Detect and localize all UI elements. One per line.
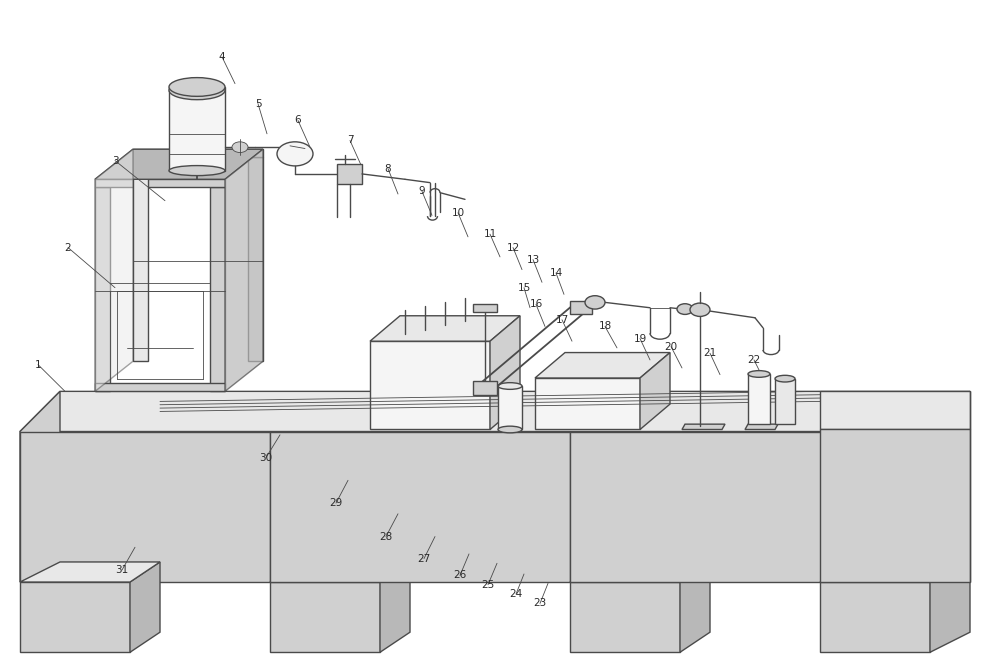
Polygon shape: [95, 179, 225, 187]
Circle shape: [585, 296, 605, 309]
Text: 15: 15: [517, 283, 531, 292]
Text: 5: 5: [255, 99, 261, 108]
Ellipse shape: [498, 383, 522, 389]
Bar: [748, 374, 770, 424]
Text: 18: 18: [598, 322, 612, 331]
Ellipse shape: [748, 371, 770, 377]
Text: 30: 30: [259, 453, 273, 462]
Polygon shape: [130, 562, 160, 652]
Polygon shape: [20, 432, 270, 582]
Text: 14: 14: [549, 268, 563, 278]
Text: 10: 10: [451, 208, 465, 217]
Polygon shape: [820, 391, 970, 429]
Text: 22: 22: [747, 355, 761, 365]
Bar: [498, 386, 522, 429]
Circle shape: [677, 304, 693, 314]
Text: 7: 7: [347, 136, 353, 145]
Bar: [337, 164, 362, 184]
Text: 28: 28: [379, 532, 393, 541]
Text: 23: 23: [533, 599, 547, 608]
Polygon shape: [682, 424, 725, 429]
Text: 19: 19: [633, 334, 647, 343]
Text: 24: 24: [509, 589, 523, 599]
Text: 11: 11: [483, 229, 497, 239]
Polygon shape: [20, 391, 970, 432]
Polygon shape: [930, 391, 970, 582]
Ellipse shape: [169, 81, 225, 100]
Ellipse shape: [169, 78, 225, 96]
Polygon shape: [370, 316, 520, 341]
Text: 1: 1: [35, 360, 41, 369]
Polygon shape: [210, 187, 225, 391]
Polygon shape: [133, 157, 148, 361]
Text: 27: 27: [417, 554, 431, 563]
Polygon shape: [20, 391, 60, 582]
Circle shape: [277, 142, 313, 166]
Polygon shape: [490, 316, 520, 429]
Polygon shape: [820, 562, 970, 582]
Text: 8: 8: [385, 164, 391, 173]
Circle shape: [690, 303, 710, 316]
Text: 20: 20: [664, 342, 678, 351]
Text: 29: 29: [329, 498, 343, 508]
Bar: [775, 379, 795, 424]
Text: 21: 21: [703, 349, 717, 358]
Polygon shape: [95, 149, 263, 179]
Text: 12: 12: [506, 243, 520, 252]
Polygon shape: [20, 562, 160, 582]
Bar: [169, 87, 225, 171]
Polygon shape: [270, 432, 570, 582]
Text: 16: 16: [529, 300, 543, 309]
Polygon shape: [745, 424, 778, 429]
Polygon shape: [370, 341, 490, 429]
Polygon shape: [225, 149, 263, 391]
Text: 26: 26: [453, 571, 467, 580]
Ellipse shape: [169, 166, 225, 176]
Polygon shape: [535, 378, 640, 429]
Polygon shape: [95, 149, 133, 391]
Polygon shape: [248, 157, 263, 361]
Ellipse shape: [775, 375, 795, 382]
Text: 2: 2: [65, 243, 71, 252]
Text: 31: 31: [115, 565, 129, 575]
Polygon shape: [570, 562, 710, 582]
Bar: [570, 301, 592, 314]
Bar: [473, 304, 497, 312]
Bar: [473, 381, 497, 395]
Polygon shape: [380, 562, 410, 652]
Polygon shape: [95, 383, 225, 391]
Text: 25: 25: [481, 580, 495, 589]
Polygon shape: [820, 582, 930, 652]
Text: 9: 9: [419, 187, 425, 196]
Polygon shape: [680, 562, 710, 652]
Polygon shape: [570, 582, 680, 652]
Circle shape: [232, 142, 248, 153]
Text: 6: 6: [295, 116, 301, 125]
Polygon shape: [640, 353, 670, 429]
Polygon shape: [95, 187, 110, 391]
Polygon shape: [820, 429, 970, 582]
Text: 4: 4: [219, 52, 225, 62]
Text: 17: 17: [555, 315, 569, 324]
Polygon shape: [270, 582, 380, 652]
Polygon shape: [930, 562, 970, 652]
Polygon shape: [270, 562, 410, 582]
Polygon shape: [133, 149, 263, 157]
Polygon shape: [570, 432, 930, 582]
Text: 13: 13: [526, 255, 540, 264]
Polygon shape: [20, 582, 130, 652]
Ellipse shape: [498, 426, 522, 433]
Polygon shape: [535, 353, 670, 378]
Text: 3: 3: [112, 156, 118, 165]
